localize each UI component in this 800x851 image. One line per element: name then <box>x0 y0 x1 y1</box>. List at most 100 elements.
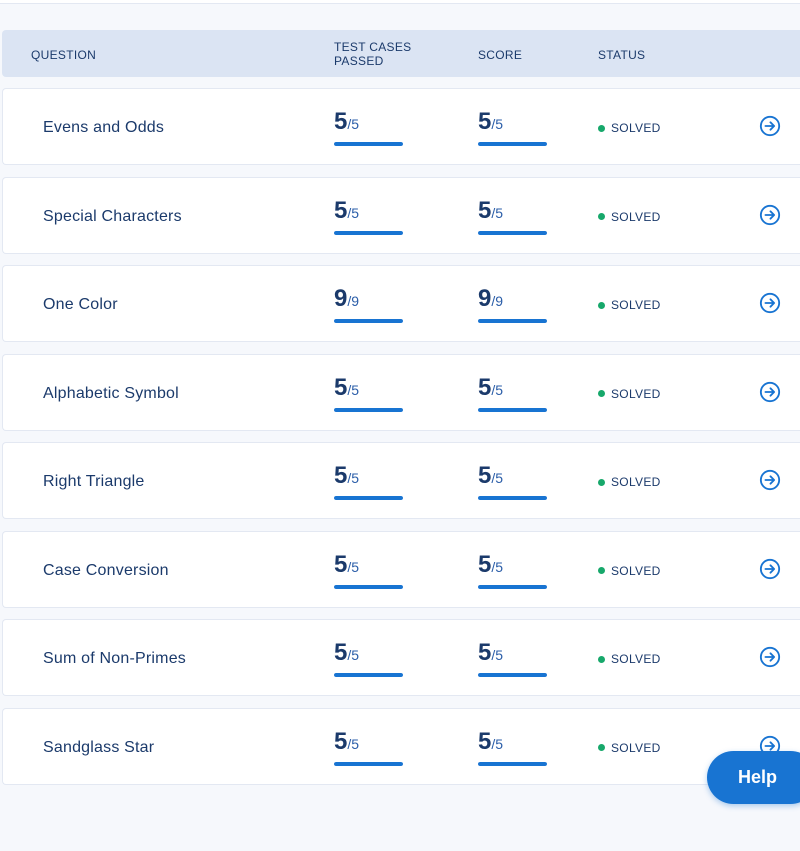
status-dot-icon <box>598 124 605 132</box>
table-row[interactable]: Right Triangle 5/5 5/5 SOLVED <box>2 442 800 519</box>
test-cases-progress-bar <box>334 142 403 146</box>
arrow-right-circle-icon[interactable] <box>759 646 781 668</box>
status-label: SOLVED <box>611 121 661 135</box>
status-dot-icon <box>598 567 605 574</box>
test-cases-progress-bar <box>334 496 403 500</box>
question-name: Sandglass Star <box>43 738 155 756</box>
question-list: Evens and Odds 5/5 5/5 SOLVED Special Ch… <box>2 88 800 796</box>
score-progress-bar <box>478 761 547 766</box>
status-badge: SOLVED <box>598 298 661 312</box>
arrow-right-circle-icon[interactable] <box>759 469 781 491</box>
score-metric: 9/9 <box>478 286 547 323</box>
status-badge: SOLVED <box>598 210 661 224</box>
test-cases-progress-fill <box>334 319 403 323</box>
arrow-right-circle-icon[interactable] <box>759 381 781 403</box>
score-progress-bar <box>478 230 547 235</box>
question-name: One Color <box>43 296 118 313</box>
question-name: Case Conversion <box>43 561 169 579</box>
test-cases-metric: 5/5 <box>334 109 403 146</box>
table-row[interactable]: Alphabetic Symbol 5/5 5/5 SOLVED <box>2 353 800 431</box>
score-value: 5 <box>478 727 492 755</box>
status-label: SOLVED <box>611 740 661 755</box>
status-label: SOLVED <box>611 475 661 489</box>
score-progress-fill <box>478 319 547 323</box>
table-row[interactable]: Special Characters 5/5 5/5 SOLVED <box>2 176 800 254</box>
score-progress-fill <box>478 142 547 146</box>
score-total: /5 <box>491 558 504 575</box>
column-header-test-cases-line2: PASSED <box>334 54 384 68</box>
status-badge: SOLVED <box>598 741 661 755</box>
score-value: 5 <box>478 373 492 401</box>
column-header-status: STATUS <box>598 48 646 62</box>
score-metric: 5/5 <box>478 463 547 500</box>
test-cases-progress-bar <box>334 761 403 766</box>
table-row[interactable]: Sandglass Star 5/5 5/5 SOLVED <box>2 707 800 785</box>
table-row[interactable]: One Color 9/9 9/9 SOLVED <box>2 265 800 342</box>
arrow-right-circle-icon[interactable] <box>759 115 781 137</box>
test-cases-progress-bar <box>334 319 403 323</box>
score-progress-fill <box>478 584 547 589</box>
score-metric: 5/5 <box>478 727 547 766</box>
status-dot-icon <box>598 655 605 663</box>
score-progress-bar <box>478 496 547 500</box>
status-badge: SOLVED <box>598 387 661 401</box>
status-dot-icon <box>598 390 605 397</box>
status-dot-icon <box>598 301 605 309</box>
test-cases-progress-bar <box>334 407 403 412</box>
status-label: SOLVED <box>611 652 661 666</box>
score-progress-bar <box>478 319 547 323</box>
test-cases-total: /5 <box>347 647 360 663</box>
test-cases-passed: 5 <box>334 373 348 401</box>
score-progress-bar <box>478 673 547 677</box>
column-header-test-cases: TEST CASES PASSED <box>334 40 444 68</box>
table-row[interactable]: Evens and Odds 5/5 5/5 SOLVED <box>2 88 800 165</box>
arrow-right-circle-icon[interactable] <box>759 292 781 314</box>
status-label: SOLVED <box>611 298 661 312</box>
status-label: SOLVED <box>611 386 661 401</box>
table-row[interactable]: Sum of Non-Primes 5/5 5/5 SOLVED <box>2 619 800 696</box>
score-value: 5 <box>478 639 492 666</box>
status-badge: SOLVED <box>598 564 661 578</box>
score-metric: 5/5 <box>478 373 547 412</box>
score-total: /9 <box>491 293 504 309</box>
score-metric: 5/5 <box>478 197 547 235</box>
test-cases-passed: 5 <box>334 196 348 224</box>
question-name: Special Characters <box>43 207 182 225</box>
test-cases-total: /5 <box>347 204 360 221</box>
score-metric: 5/5 <box>478 108 547 146</box>
test-cases-progress-bar <box>334 230 403 235</box>
test-cases-progress-fill <box>334 584 403 589</box>
score-total: /5 <box>491 735 504 752</box>
test-cases-metric: 9/9 <box>334 285 403 323</box>
score-metric: 5/5 <box>478 639 547 677</box>
test-cases-passed: 5 <box>334 727 348 755</box>
test-cases-passed: 9 <box>334 285 348 312</box>
score-value: 5 <box>478 550 492 578</box>
score-value: 5 <box>478 108 492 135</box>
arrow-right-circle-icon[interactable] <box>759 558 781 580</box>
test-cases-metric: 5/5 <box>334 196 403 235</box>
column-header-score: SCORE <box>478 48 523 62</box>
status-badge: SOLVED <box>598 121 661 135</box>
test-cases-total: /9 <box>347 293 360 309</box>
test-cases-metric: 5/5 <box>334 727 403 766</box>
column-header-test-cases-line1: TEST CASES <box>334 40 412 54</box>
column-header-question: QUESTION <box>31 48 97 62</box>
test-cases-progress-fill <box>334 673 403 677</box>
test-cases-total: /5 <box>347 116 360 132</box>
status-badge: SOLVED <box>598 652 661 666</box>
status-badge: SOLVED <box>598 475 661 489</box>
question-name: Evens and Odds <box>43 119 165 136</box>
arrow-right-circle-icon[interactable] <box>759 204 781 226</box>
score-metric: 5/5 <box>478 550 547 589</box>
status-dot-icon <box>598 744 605 751</box>
help-button[interactable]: Help <box>707 751 800 804</box>
test-cases-progress-fill <box>334 496 403 500</box>
test-cases-total: /5 <box>347 470 360 486</box>
test-cases-total: /5 <box>347 381 360 398</box>
table-row[interactable]: Case Conversion 5/5 5/5 SOLVED <box>2 530 800 608</box>
status-label: SOLVED <box>611 563 661 578</box>
test-cases-passed: 5 <box>334 462 348 489</box>
test-cases-metric: 5/5 <box>334 640 403 677</box>
test-cases-progress-fill <box>334 761 403 766</box>
